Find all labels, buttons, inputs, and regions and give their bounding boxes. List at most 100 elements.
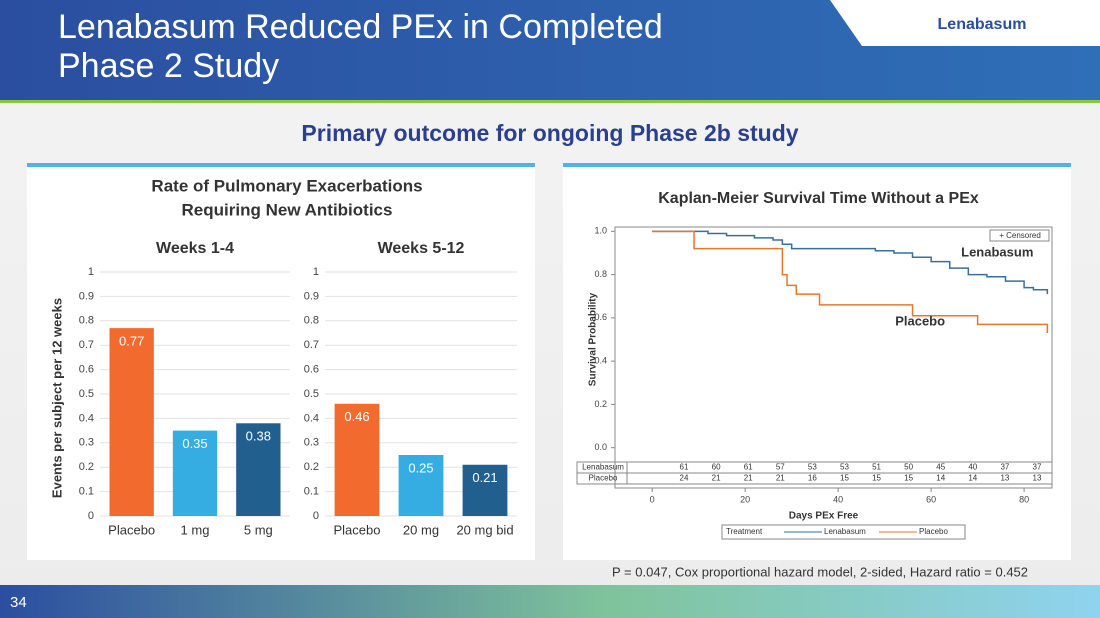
risk-value: 37 (1000, 463, 1009, 472)
y-axis-label: Events per subject per 12 weeks (49, 298, 64, 498)
risk-value: 57 (776, 463, 785, 472)
series-label: Placebo (895, 314, 945, 329)
y-tick-label: 0.4 (79, 412, 94, 424)
y-tick-label: 1 (88, 266, 94, 278)
x-tick-label: 1 mg (181, 522, 210, 537)
panel-title: Requiring New Antibiotics (182, 200, 393, 219)
x-tick-label: 80 (1019, 494, 1029, 504)
footnote: P = 0.047, Cox proportional hazard model… (612, 564, 1028, 579)
legend-label: Placebo (919, 527, 948, 536)
y-tick-label: 0.4 (304, 412, 319, 424)
y-tick-label: 0 (313, 510, 319, 522)
value-label: 0.38 (246, 429, 271, 444)
left-panel (27, 163, 535, 560)
y-tick-label: 0.7 (304, 339, 319, 351)
bar (462, 464, 508, 516)
panel-rule (563, 163, 1071, 167)
value-label: 0.25 (408, 460, 433, 475)
x-tick-label: Placebo (334, 522, 381, 537)
risk-value: 15 (872, 474, 881, 483)
panel-title: Rate of Pulmonary Exacerbations (151, 176, 422, 195)
x-tick-label: 20 mg bid (456, 522, 513, 537)
risk-value: 13 (1000, 474, 1009, 483)
risk-value: 16 (808, 474, 817, 483)
y-tick-label: 0.2 (594, 399, 607, 409)
header-title: Lenabasum Reduced PEx in Completed (58, 8, 663, 46)
risk-value: 53 (840, 463, 849, 472)
value-label: 0.21 (472, 470, 497, 485)
x-tick-label: 5 mg (244, 522, 273, 537)
header-rule (0, 100, 1100, 103)
legend-label: Lenabasum (824, 527, 866, 536)
risk-value: 53 (808, 463, 817, 472)
series-label: Lenabasum (961, 244, 1033, 259)
y-tick-label: 0.1 (304, 486, 319, 498)
header-title: Phase 2 Study (58, 47, 279, 85)
risk-value: 61 (680, 463, 689, 472)
legend-title: Treatment (726, 527, 763, 536)
risk-value: 51 (872, 463, 881, 472)
y-tick-label: 0.8 (79, 315, 94, 327)
y-tick-label: 0.7 (79, 339, 94, 351)
y-tick-label: 0.8 (594, 269, 607, 279)
x-tick-label: 0 (650, 494, 655, 504)
y-tick-label: 0.8 (304, 315, 319, 327)
x-axis-label: Days PEx Free (789, 511, 859, 522)
bar (172, 430, 218, 516)
risk-value: 40 (968, 463, 977, 472)
y-tick-label: 0.9 (79, 290, 94, 302)
risk-value: 50 (904, 463, 913, 472)
y-tick-label: 0.6 (304, 364, 319, 376)
risk-value: 24 (680, 474, 689, 483)
plot-frame (614, 226, 1053, 489)
y-tick-label: 0.6 (79, 364, 94, 376)
x-tick-label: 20 (740, 494, 750, 504)
chart-title: Weeks 1-4 (156, 240, 234, 257)
legend-box (721, 524, 966, 540)
risk-value: 61 (744, 463, 753, 472)
y-tick-label: 0.9 (304, 290, 319, 302)
x-tick-label: 20 mg (403, 522, 439, 537)
risk-value: 21 (744, 474, 753, 483)
y-tick-label: 0.3 (79, 437, 94, 449)
chart-title: Kaplan-Meier Survival Time Without a PEx (658, 190, 979, 207)
value-label: 0.35 (182, 436, 207, 451)
bar (398, 455, 444, 516)
y-tick-label: 0 (88, 510, 94, 522)
y-axis-label: Survival Probability (588, 292, 599, 386)
censored-label: + Censored (999, 231, 1041, 240)
y-tick-label: 0.5 (79, 388, 94, 400)
risk-value: 21 (712, 474, 721, 483)
bar (236, 423, 281, 516)
risk-value: 14 (968, 474, 977, 483)
y-tick-label: 1.0 (594, 226, 607, 236)
bar (334, 403, 380, 516)
x-tick-label: 60 (926, 494, 936, 504)
value-label: 0.77 (119, 334, 144, 349)
x-tick-label: 40 (833, 494, 843, 504)
page-number: 34 (10, 594, 27, 611)
risk-row-name: Placebo (589, 474, 618, 483)
risk-value: 15 (904, 474, 913, 483)
km-curve (652, 230, 1049, 334)
risk-value: 14 (936, 474, 945, 483)
risk-value: 60 (712, 463, 721, 472)
risk-value: 13 (1033, 474, 1042, 483)
risk-value: 15 (840, 474, 849, 483)
header-tab (830, 0, 1100, 46)
risk-value: 21 (776, 474, 785, 483)
footer-band (0, 585, 1100, 618)
value-label: 0.46 (344, 409, 369, 424)
y-tick-label: 0.5 (304, 388, 319, 400)
y-tick-label: 0.0 (594, 442, 607, 452)
y-tick-label: 0.4 (594, 356, 607, 366)
risk-value: 37 (1033, 463, 1042, 472)
y-tick-label: 0.1 (79, 486, 94, 498)
censored-box (989, 229, 1050, 242)
subtitle: Primary outcome for ongoing Phase 2b stu… (301, 120, 798, 146)
chart-title: Weeks 5-12 (378, 240, 465, 257)
km-curve (652, 230, 1049, 295)
y-tick-label: 1 (313, 266, 319, 278)
header-tag: Lenabasum (938, 16, 1027, 33)
